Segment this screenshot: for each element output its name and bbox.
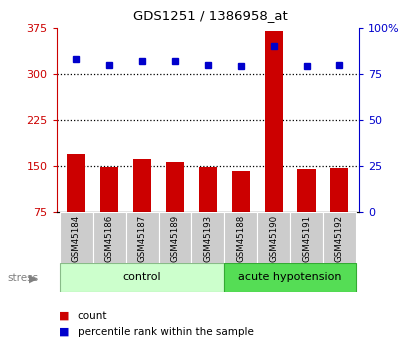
Bar bbox=[60, 263, 224, 292]
Bar bbox=[257, 212, 290, 264]
Text: GSM45187: GSM45187 bbox=[138, 215, 147, 262]
Bar bbox=[331, 168, 349, 212]
Text: percentile rank within the sample: percentile rank within the sample bbox=[78, 327, 254, 337]
Text: ▶: ▶ bbox=[29, 274, 37, 283]
Text: GSM45188: GSM45188 bbox=[236, 215, 245, 262]
Bar bbox=[93, 212, 126, 264]
Text: control: control bbox=[123, 273, 161, 282]
Bar bbox=[100, 167, 118, 212]
Text: GSM45186: GSM45186 bbox=[105, 215, 114, 262]
Text: ■: ■ bbox=[59, 327, 69, 337]
Text: GSM45193: GSM45193 bbox=[203, 215, 213, 262]
Text: GSM45192: GSM45192 bbox=[335, 215, 344, 262]
Text: GSM45189: GSM45189 bbox=[171, 215, 179, 262]
Bar bbox=[60, 212, 93, 264]
Bar bbox=[159, 212, 192, 264]
Bar bbox=[224, 212, 257, 264]
Text: stress: stress bbox=[8, 273, 39, 283]
Bar bbox=[265, 31, 283, 212]
Bar bbox=[297, 169, 315, 212]
Text: ■: ■ bbox=[59, 311, 69, 321]
Bar bbox=[126, 212, 159, 264]
Text: GDS1251 / 1386958_at: GDS1251 / 1386958_at bbox=[133, 9, 287, 22]
Bar bbox=[192, 212, 224, 264]
Bar bbox=[67, 154, 85, 212]
Bar bbox=[133, 159, 151, 212]
Text: GSM45191: GSM45191 bbox=[302, 215, 311, 262]
Bar bbox=[199, 167, 217, 212]
Text: GSM45190: GSM45190 bbox=[269, 215, 278, 262]
Text: count: count bbox=[78, 311, 107, 321]
Bar bbox=[224, 263, 356, 292]
Text: GSM45184: GSM45184 bbox=[72, 215, 81, 262]
Text: acute hypotension: acute hypotension bbox=[238, 273, 342, 282]
Bar bbox=[166, 162, 184, 212]
Bar bbox=[323, 212, 356, 264]
Bar bbox=[290, 212, 323, 264]
Bar bbox=[232, 171, 250, 212]
